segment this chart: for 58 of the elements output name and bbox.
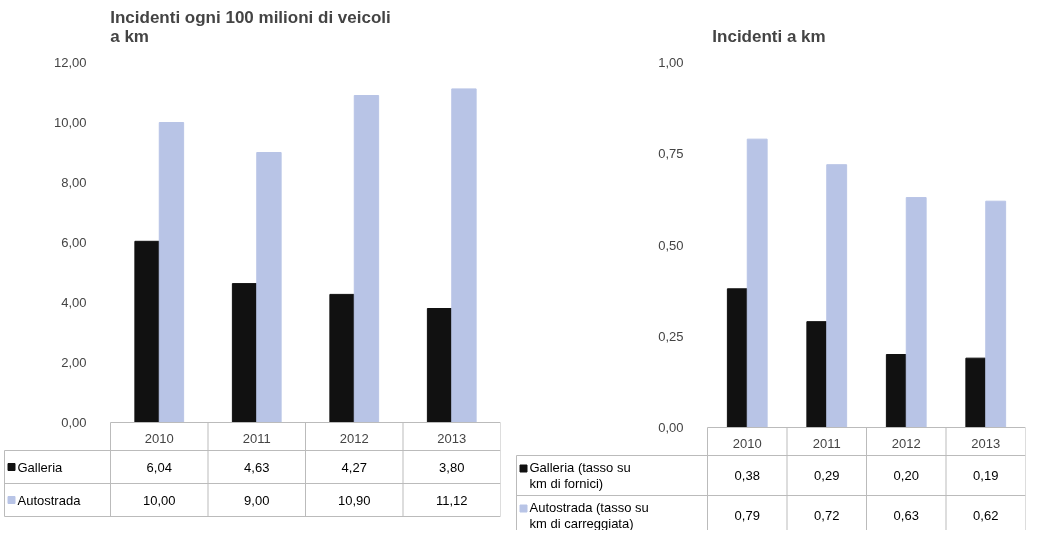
data-label: 0,38 [734,468,760,483]
y-tick-label: 8,00 [61,175,87,190]
data-label: 10,00 [142,492,176,508]
data-label: 0,20 [893,468,919,483]
x-tick-label: 2012 [339,430,369,446]
x-tick-label: 2013 [971,435,1001,451]
x-tick-label: 2011 [812,435,841,451]
y-tick-label: 0,25 [658,328,684,344]
bar [451,88,477,423]
data-label: 0,62 [973,508,999,523]
bar [885,354,907,428]
y-tick-label: 6,00 [61,235,87,250]
bar [985,200,1007,428]
data-label: 0,79 [734,508,760,523]
bar [329,293,355,423]
data-label: 4,27 [341,459,367,475]
data-label: 4,63 [244,459,270,475]
bar [134,240,160,423]
data-label: 10,90 [337,492,371,508]
data-label: 3,80 [439,459,465,475]
bar [726,288,748,428]
legend-label: Autostrada [17,492,82,508]
chart-title: Incidenti ogni 100 milioni di veicoli a km [110,7,391,46]
y-tick-label: 10,00 [53,115,87,130]
bar [826,164,848,428]
bar [256,152,282,423]
data-label: 0,29 [814,468,840,483]
legend-label: Galleria [17,459,64,475]
bar [806,321,828,428]
y-tick-label: 12,00 [53,55,87,70]
bar [353,95,380,423]
legend-label: Galleria (tasso su km di fornici) [529,460,631,491]
data-label: 0,19 [973,468,999,483]
x-tick-label: 2010 [144,430,174,446]
y-tick-label: 1,00 [658,55,684,70]
chart-title: Incidenti a km [712,26,826,46]
y-tick-label: 0,00 [658,420,684,435]
y-tick-label: 0,00 [61,415,87,430]
bar [158,122,185,423]
data-label: 0,72 [814,508,840,523]
x-tick-label: 2013 [437,430,467,446]
data-label: 9,00 [244,492,270,508]
bar [905,197,927,428]
data-label: 11,12 [435,492,468,508]
x-tick-label: 2010 [732,435,762,451]
bar [426,308,453,423]
data-label: 0,63 [893,508,919,523]
y-tick-label: 4,00 [61,295,87,310]
bar [231,283,258,423]
legend-label: Autostrada (tasso su km di carreggiata) [529,500,649,531]
data-label: 6,04 [146,459,172,475]
y-tick-label: 2,00 [61,355,87,370]
y-tick-label: 0,75 [658,146,684,162]
x-tick-label: 2012 [891,435,921,451]
x-tick-label: 2011 [242,430,271,446]
bar [746,138,768,428]
y-tick-label: 0,50 [658,237,684,253]
bar [965,357,987,428]
